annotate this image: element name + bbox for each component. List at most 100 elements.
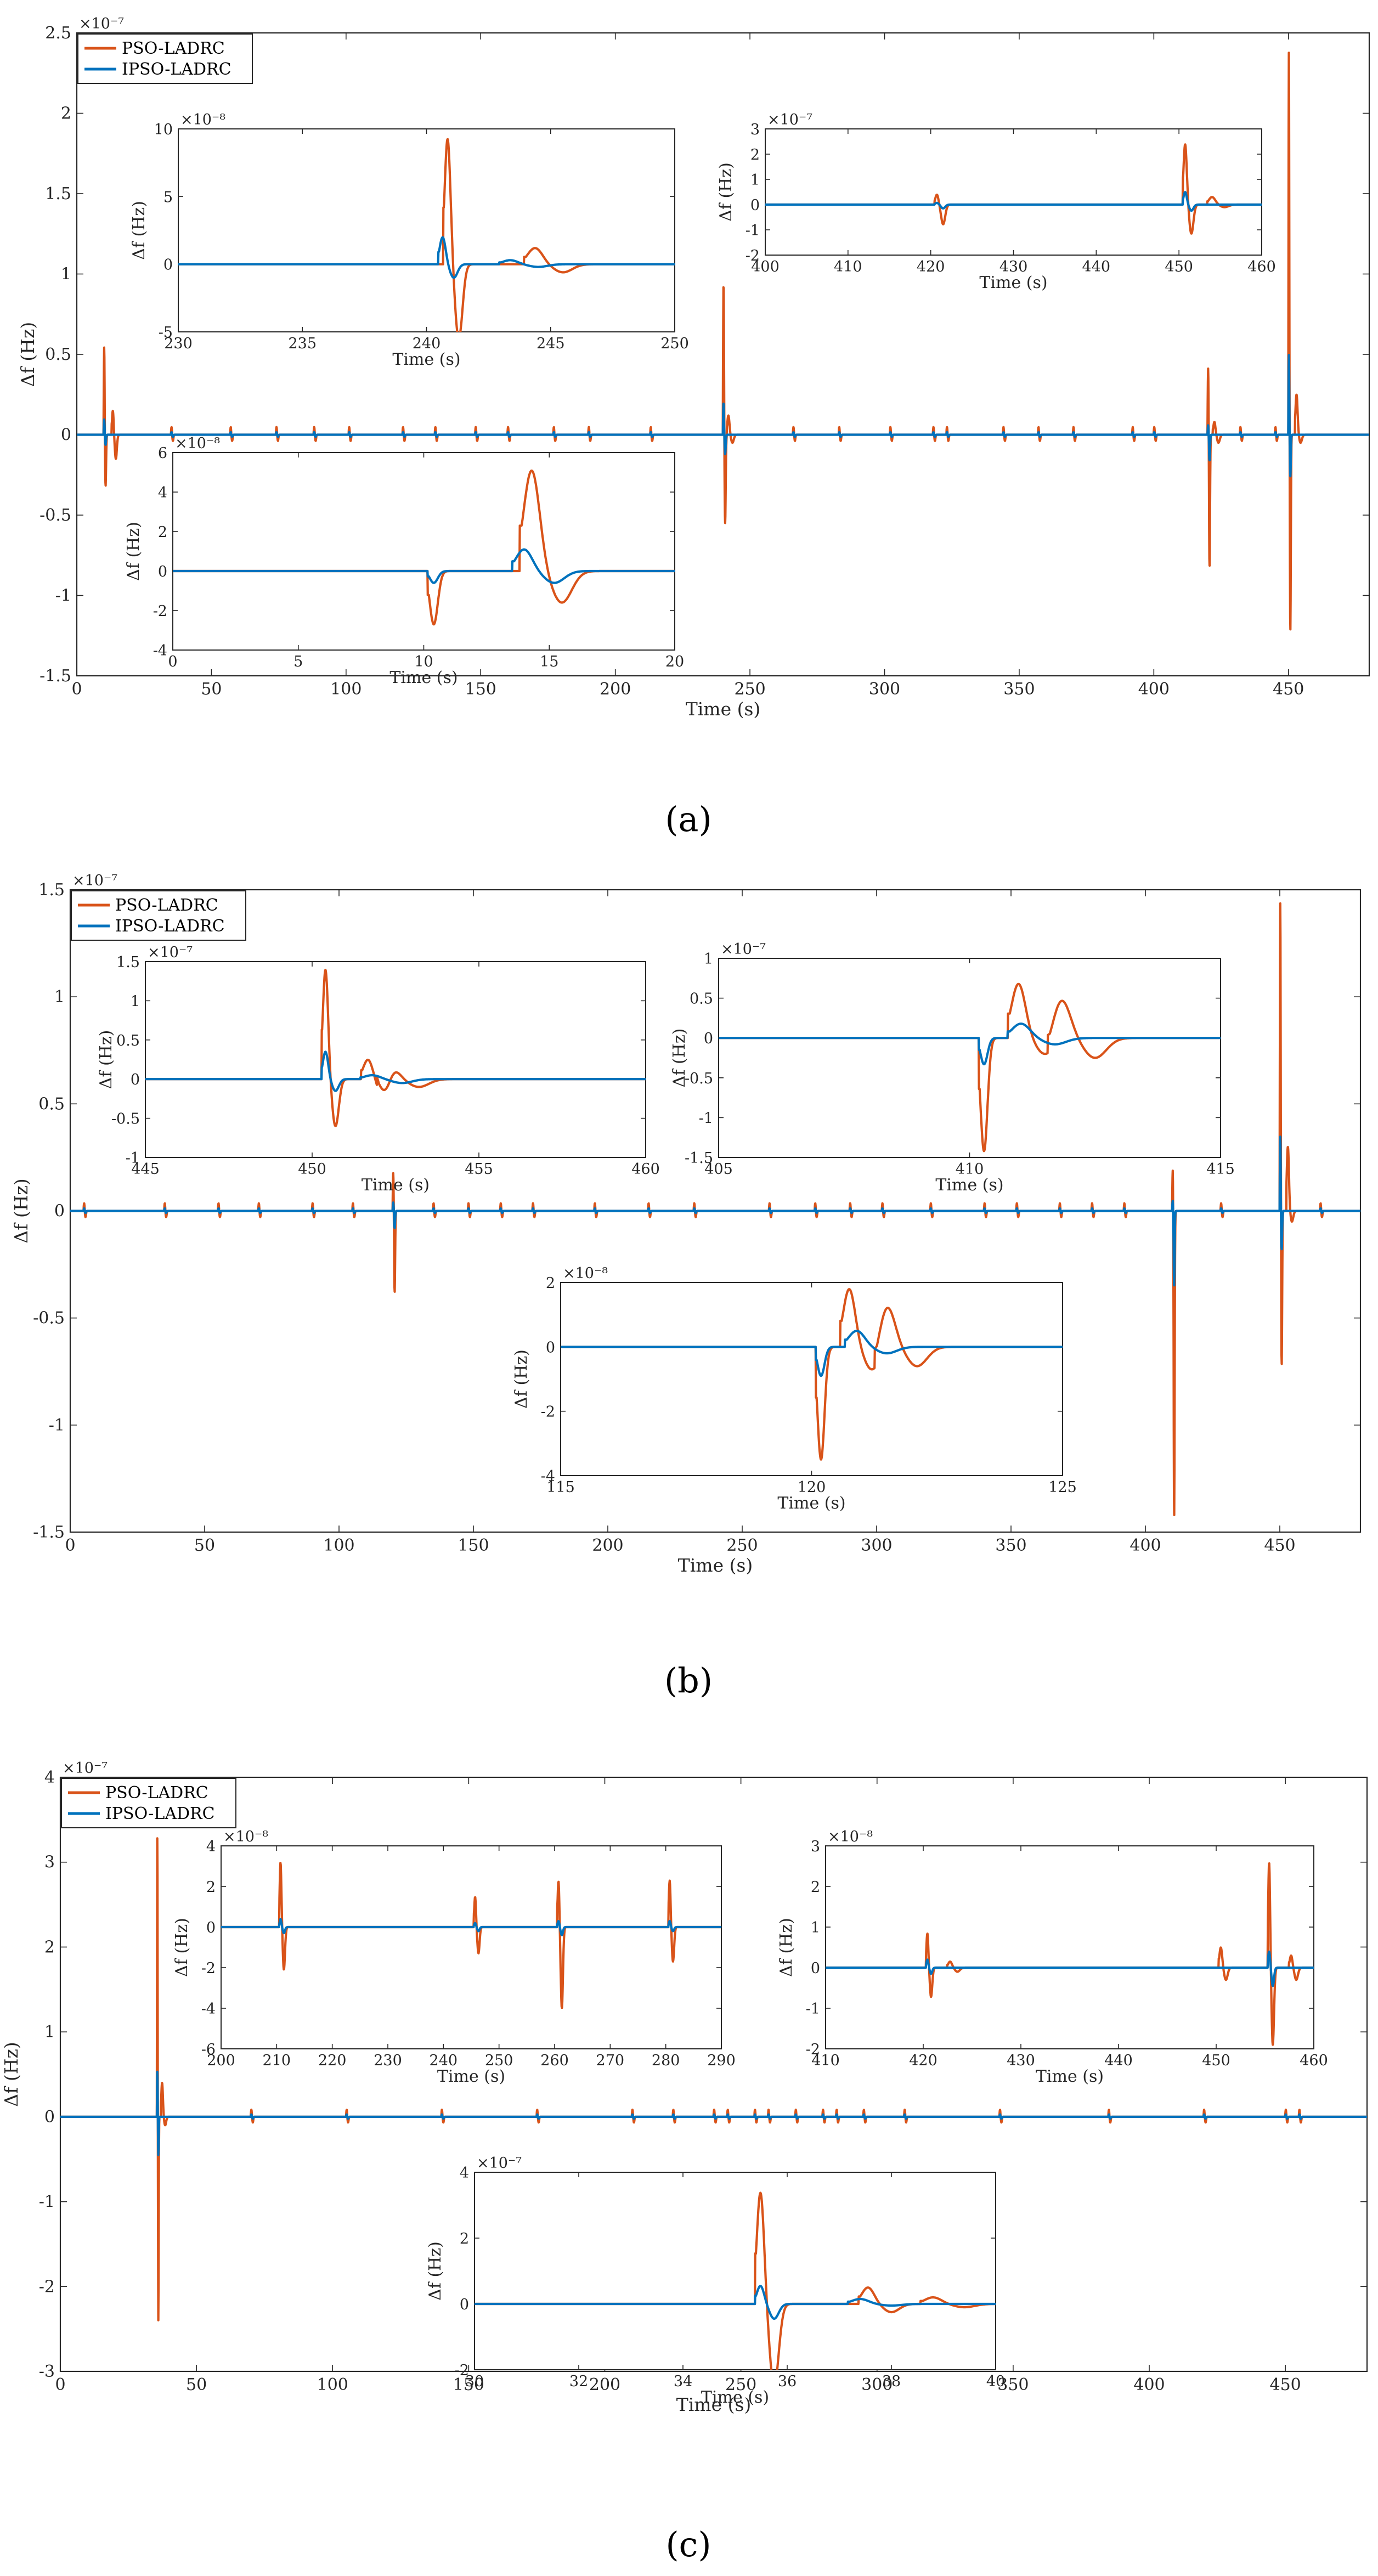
y-tick-label: -0.5 <box>39 506 71 525</box>
x-tick-label: 230 <box>164 335 193 352</box>
x-tick-label: 100 <box>317 2375 348 2394</box>
axis-multiplier: ×10⁻⁷ <box>79 15 124 32</box>
panel-c-inset-2: 410 420 430 440 450 460 -2 -1 0 1 2 3 ×10⁻⁸ Time (s) Δ… <box>777 1828 1328 2086</box>
axis-multiplier: ×10⁻⁷ <box>767 111 812 128</box>
axis-multiplier: ×10⁻⁸ <box>828 1828 873 1845</box>
y-axis-label: Δf (Hz) <box>17 322 38 387</box>
x-tick-label: 280 <box>652 2052 680 2069</box>
x-tick-label: 150 <box>458 1536 489 1555</box>
legend: PSO-LADRC IPSO-LADRC <box>77 33 253 84</box>
series-line-ipso-ladrc <box>173 548 675 584</box>
x-tick-label: 200 <box>589 2375 620 2394</box>
y-tick-label: 1 <box>704 951 713 968</box>
y-tick-label: 5 <box>163 189 173 206</box>
y-tick-label: 2 <box>460 2230 469 2247</box>
y-tick-label: -0.5 <box>111 1111 140 1128</box>
x-axis-label: Time (s) <box>676 2394 752 2415</box>
legend-box <box>77 33 253 84</box>
y-tick-label: 6 <box>158 445 167 462</box>
x-tick-label: 350 <box>997 2375 1029 2394</box>
x-tick-label: 250 <box>660 335 689 352</box>
x-tick-label: 420 <box>917 258 945 275</box>
x-tick-label: 38 <box>882 2373 901 2390</box>
y-tick-label: 2 <box>158 524 167 541</box>
x-tick-label: 350 <box>1003 680 1035 699</box>
x-tick-label: 250 <box>485 2052 513 2069</box>
x-tick-label: 5 <box>293 653 303 670</box>
y-tick-label: 2 <box>44 1937 55 1957</box>
y-axis-label: Δf (Hz) <box>1 2042 22 2106</box>
x-tick-label: 100 <box>330 680 362 699</box>
y-tick-label: -1.5 <box>39 666 71 686</box>
panel-a-inset-3-frame <box>172 452 675 651</box>
legend-entry: PSO-LADRC <box>115 896 218 915</box>
x-tick-label: 405 <box>704 1161 733 1178</box>
y-tick-label: 1 <box>54 987 65 1007</box>
x-tick-label: 455 <box>465 1161 493 1178</box>
x-tick-label: 240 <box>413 335 441 352</box>
x-tick-label: 460 <box>631 1161 660 1178</box>
y-tick-label: -1 <box>49 1416 65 1435</box>
x-tick-label: 250 <box>726 1536 758 1555</box>
y-tick-label: -1 <box>699 1110 713 1127</box>
y-tick-label: -2 <box>541 1404 555 1421</box>
y-tick-label: -6 <box>201 2041 216 2058</box>
y-tick-label: -1 <box>39 2193 55 2212</box>
y-tick-label: 2 <box>61 104 71 123</box>
y-tick-label: 3 <box>750 121 760 138</box>
y-tick-label: 2 <box>750 146 760 163</box>
panel-b-inset-3-frame <box>560 1282 1063 1476</box>
x-tick-label: 120 <box>798 1479 826 1496</box>
legend-box <box>71 890 246 941</box>
x-tick-label: 300 <box>869 680 900 699</box>
y-tick-label: -2 <box>201 1960 216 1977</box>
x-tick-label: 260 <box>540 2052 569 2069</box>
panel-c-inset-2-frame <box>825 1845 1314 2049</box>
x-axis-label: Time (s) <box>362 1176 430 1195</box>
legend-entry: PSO-LADRC <box>105 1783 208 1803</box>
y-tick-label: 0 <box>811 1960 820 1977</box>
x-tick-label: 300 <box>861 2375 893 2394</box>
series-line-ipso-ladrc <box>70 1136 1360 1287</box>
y-tick-label: 0.5 <box>45 345 71 364</box>
panel-b-inset-2-frame <box>718 958 1221 1158</box>
y-tick-label: 0 <box>460 2296 469 2313</box>
y-axis-label: Δf (Hz) <box>512 1349 531 1409</box>
y-tick-label: -4 <box>201 2001 216 2018</box>
y-tick-label: 4 <box>206 1838 216 1855</box>
series-line-ipso-ladrc <box>765 191 1262 212</box>
panel-c-inset-3-frame <box>474 2172 996 2370</box>
y-tick-label: 0 <box>206 1919 216 1936</box>
x-tick-label: 0 <box>55 2375 65 2394</box>
axis-multiplier: ×10⁻⁷ <box>477 2155 522 2172</box>
x-tick-label: 0 <box>168 653 177 670</box>
y-tick-label: 0 <box>704 1030 713 1047</box>
legend-entry: PSO-LADRC <box>122 39 225 58</box>
y-tick-label: -1 <box>746 222 760 239</box>
y-tick-label: 2 <box>206 1879 216 1896</box>
panel-caption: (c) <box>665 2524 711 2564</box>
y-tick-label: 1 <box>811 1919 820 1936</box>
panel-a-inset-1: 230 235 240 245 250 -5 0 5 10 ×10⁻⁸ Time (s) Δf (Hz… <box>129 111 689 369</box>
x-tick-label: 410 <box>956 1161 984 1178</box>
y-tick-label: 1 <box>131 993 140 1010</box>
legend-entry: IPSO-LADRC <box>115 917 225 936</box>
y-tick-label: -4 <box>541 1468 555 1485</box>
x-tick-label: 230 <box>374 2052 402 2069</box>
x-tick-label: 40 <box>986 2373 1005 2390</box>
y-tick-label: -4 <box>153 642 167 659</box>
series-line-ipso-ladrc <box>60 2070 1367 2156</box>
x-tick-label: 235 <box>288 335 317 352</box>
x-tick-label: 430 <box>999 258 1028 275</box>
x-tick-label: 245 <box>536 335 565 352</box>
x-tick-label: 300 <box>861 1536 892 1555</box>
y-tick-label: 1.5 <box>38 880 65 900</box>
x-tick-label: 430 <box>1007 2052 1035 2069</box>
y-tick-label: 0.5 <box>116 1032 140 1049</box>
x-tick-label: 410 <box>834 258 862 275</box>
y-tick-label: 2 <box>546 1275 555 1292</box>
y-axis-label: Δf (Hz) <box>670 1029 689 1088</box>
x-tick-label: 50 <box>186 2375 207 2394</box>
x-tick-label: 32 <box>569 2373 588 2390</box>
y-axis-label: Δf (Hz) <box>124 522 143 581</box>
